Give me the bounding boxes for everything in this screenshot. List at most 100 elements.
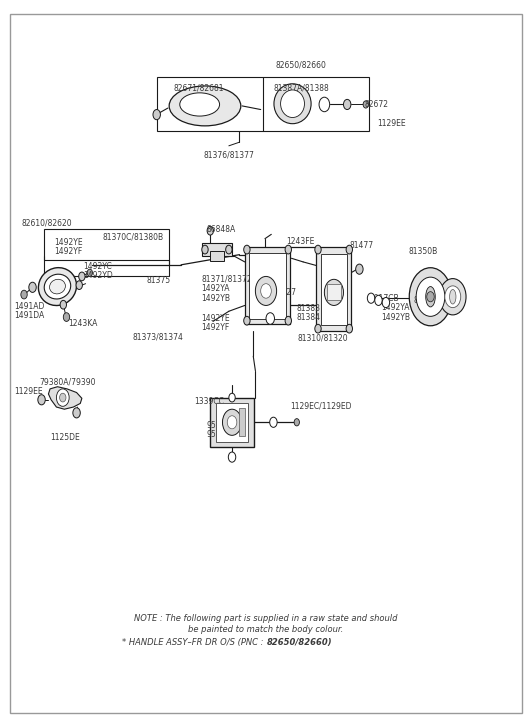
Text: 81370C/81380B: 81370C/81380B [103,233,164,242]
Circle shape [38,395,45,405]
Text: 81383: 81383 [297,304,321,313]
Text: 81373/81374: 81373/81374 [132,332,183,341]
Text: 1491DA: 1491DA [14,311,44,320]
Text: 1243KA: 1243KA [69,319,98,328]
Text: 81387A/81388: 81387A/81388 [274,84,330,93]
Text: 81355B: 81355B [413,296,443,305]
Text: 1492YA: 1492YA [201,284,230,293]
Text: 1339CC: 1339CC [194,398,225,406]
Circle shape [439,278,466,315]
Circle shape [87,269,93,276]
Circle shape [73,408,80,418]
Text: 1492YE: 1492YE [201,314,230,323]
Text: 1492YF: 1492YF [201,324,229,332]
Circle shape [244,316,250,325]
Bar [44,229,169,276]
Text: NOTE : The following part is supplied in a raw state and should: NOTE : The following part is supplied in… [134,614,398,624]
Circle shape [319,97,330,112]
Circle shape [382,297,389,308]
Text: 95750A: 95750A [206,430,236,439]
Circle shape [346,245,353,254]
Circle shape [60,300,66,309]
Bar [215,403,248,442]
Circle shape [207,226,213,235]
Text: 1129EE: 1129EE [14,387,43,395]
Bar [317,247,351,331]
Circle shape [60,393,66,402]
Text: 81375: 81375 [147,276,171,284]
Circle shape [79,272,85,281]
Circle shape [63,313,70,321]
Text: 82671/82681: 82671/82681 [173,84,223,93]
Circle shape [153,110,161,120]
Text: 1492YE: 1492YE [54,238,82,247]
Ellipse shape [180,93,220,116]
Text: 1492YC: 1492YC [83,262,112,270]
Ellipse shape [280,90,304,118]
Circle shape [294,419,300,426]
Circle shape [344,100,351,110]
Circle shape [227,416,237,429]
Text: 1243FE: 1243FE [286,237,314,246]
Text: 1129EC/1129ED: 1129EC/1129ED [290,401,351,410]
Bar [327,284,341,300]
Ellipse shape [169,86,241,126]
Circle shape [409,268,452,326]
Circle shape [228,452,236,462]
Text: 81350B: 81350B [408,246,437,255]
Text: 1492YA: 1492YA [381,303,410,312]
Text: 82650/82660): 82650/82660) [267,638,332,646]
Text: 86848A: 86848A [206,225,236,234]
Text: 82610/82620: 82610/82620 [22,219,72,228]
Bar [210,398,254,447]
Bar [210,251,223,261]
Circle shape [76,281,82,289]
Text: 1491AD: 1491AD [14,302,44,310]
Circle shape [261,284,271,298]
Circle shape [325,279,344,305]
Ellipse shape [49,279,65,294]
Circle shape [255,276,277,305]
Bar [157,77,369,132]
Circle shape [266,313,275,324]
Bar [249,253,286,318]
Circle shape [56,389,69,406]
Circle shape [285,245,292,254]
Circle shape [445,286,461,308]
Bar [202,243,231,256]
Bar [239,409,245,436]
Circle shape [285,316,292,325]
Text: 81384: 81384 [297,313,321,322]
Text: 1492YB: 1492YB [381,313,411,321]
Text: 81376/81377: 81376/81377 [203,150,254,159]
Circle shape [427,292,434,302]
Ellipse shape [450,289,456,304]
Text: be painted to match the body colour.: be painted to match the body colour. [188,625,344,634]
Polygon shape [48,387,82,409]
Text: 1017CB: 1017CB [369,294,399,302]
Circle shape [244,245,250,254]
Text: 81310/81320: 81310/81320 [298,334,348,342]
Circle shape [315,245,321,254]
Ellipse shape [38,268,77,305]
Text: 1492YD: 1492YD [83,271,113,280]
Text: 79380A/79390: 79380A/79390 [39,377,95,386]
Circle shape [416,277,445,316]
Text: 81477: 81477 [350,241,374,250]
Circle shape [375,295,382,305]
Text: 1125DE: 1125DE [50,433,80,442]
Text: * HANDLE ASSY–FR DR O/S (PNC :: * HANDLE ASSY–FR DR O/S (PNC : [122,638,266,646]
Text: 82672: 82672 [364,100,388,109]
Circle shape [202,245,208,254]
Ellipse shape [44,274,71,299]
Circle shape [226,245,232,254]
Circle shape [229,393,235,402]
Circle shape [346,324,353,333]
Text: 95730A: 95730A [206,421,236,430]
Circle shape [222,409,242,435]
Bar [245,247,290,324]
Text: 81371/81372: 81371/81372 [201,275,252,284]
Circle shape [315,324,321,333]
Text: 1492YB: 1492YB [201,294,230,302]
Circle shape [21,290,27,299]
